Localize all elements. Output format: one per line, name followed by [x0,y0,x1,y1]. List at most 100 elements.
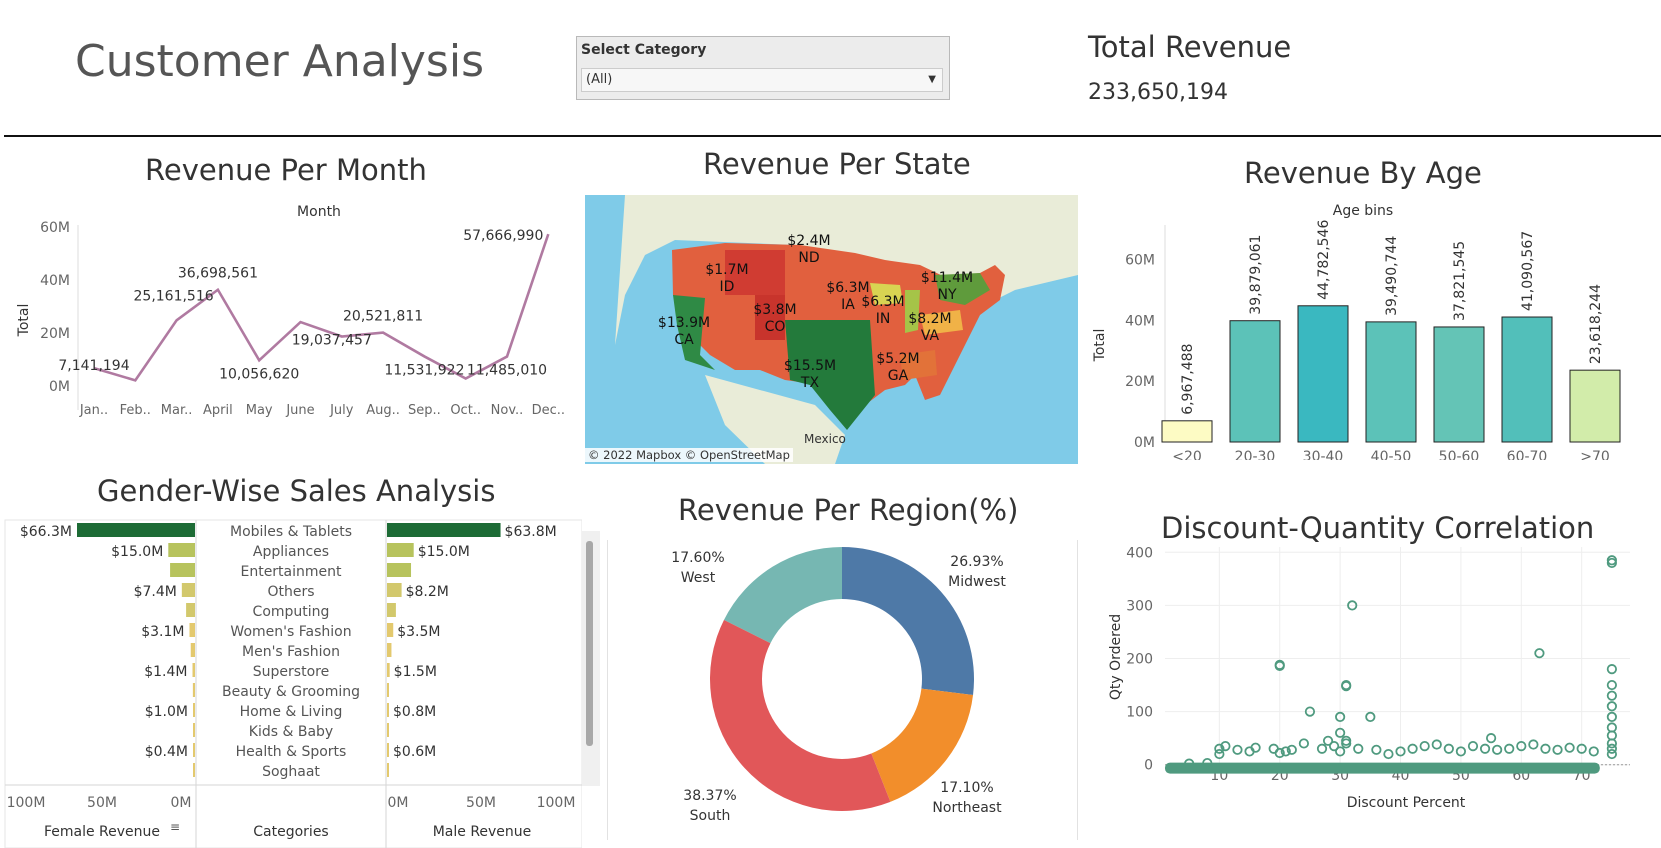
female-bar[interactable] [181,583,195,597]
scatter-point[interactable] [1606,555,1617,566]
scatter-point[interactable] [1335,727,1346,738]
region-slice[interactable] [842,547,974,695]
scatter-point[interactable] [1286,744,1297,755]
age-bar[interactable] [1433,326,1485,443]
scatter-point[interactable] [1486,733,1497,744]
female-bar[interactable] [190,643,195,657]
scatter-point[interactable] [1341,735,1352,746]
female-bar[interactable] [168,543,195,557]
male-bar[interactable] [387,643,392,657]
scatter-point[interactable] [1455,746,1467,757]
scatter-point[interactable] [1407,743,1418,754]
region-slice[interactable] [724,547,842,644]
scatter-point[interactable] [1322,735,1334,746]
scatter-point[interactable] [1371,744,1382,755]
map-state-label[interactable]: $6.3M IA [808,280,888,314]
age-bar[interactable] [1365,321,1417,443]
scatter-point[interactable] [1232,744,1243,755]
scatter-point[interactable] [1280,746,1291,757]
scatter-point[interactable] [1347,600,1358,611]
male-bar[interactable] [387,723,389,737]
male-bar[interactable] [387,583,402,597]
female-revenue-header[interactable]: Female Revenue [44,824,160,840]
map-state-label[interactable]: $3.8M CO [735,302,815,336]
female-bar[interactable] [192,663,195,677]
scatter-point[interactable] [1516,741,1527,752]
scatter-point[interactable] [1274,747,1285,759]
age-bar[interactable] [1569,369,1621,443]
female-bar[interactable] [193,763,195,777]
scatter-point[interactable] [1335,711,1346,723]
scatter-point[interactable] [1214,743,1225,754]
scatter-point[interactable] [1184,758,1195,769]
scatter-point[interactable] [1365,711,1376,723]
scatter-point[interactable] [1492,744,1503,755]
scatter-point[interactable] [1335,746,1346,757]
female-bar[interactable] [193,703,195,717]
region-slice[interactable] [710,619,891,811]
scatter-point[interactable] [1383,748,1394,760]
scatter-point[interactable] [1214,748,1225,760]
age-bar[interactable] [1297,305,1349,443]
age-bar[interactable] [1229,320,1281,443]
scatter-point[interactable] [1304,706,1316,717]
scatter-point[interactable] [1467,741,1479,752]
scatter-point[interactable] [1395,746,1406,757]
map-state-label[interactable]: $2.4M ND [769,233,849,267]
scatter-point[interactable] [1504,743,1515,754]
scatter-point[interactable] [1274,659,1285,670]
female-bar[interactable] [193,743,195,757]
scatter-point[interactable] [1479,743,1491,754]
age-bar[interactable] [1501,316,1553,443]
scatter-point[interactable] [1250,742,1261,753]
scatter-point[interactable] [1534,648,1545,659]
male-bar[interactable] [387,543,414,557]
map-state-label[interactable]: $13.9M CA [644,315,724,349]
scatter-point[interactable] [1202,757,1213,769]
scatter-point[interactable] [1576,743,1587,754]
male-bar[interactable] [387,743,389,757]
scatter-point[interactable] [1606,690,1617,701]
scatter-point[interactable] [1353,743,1364,754]
scatter-point[interactable] [1606,743,1617,754]
scatter-point[interactable] [1552,744,1563,755]
map-state-label[interactable]: $8.2M VA [890,311,970,345]
scatter-point[interactable] [1606,664,1617,675]
scatter-point[interactable] [1419,741,1430,752]
scatter-point[interactable] [1606,738,1617,749]
map-state-label[interactable]: $5.2M GA [858,351,938,385]
female-bar[interactable] [186,603,195,617]
scatter-point[interactable] [1431,739,1442,750]
map-state-label[interactable]: $1.7M ID [687,262,767,296]
chevron-down-icon[interactable]: ▼ [928,74,936,85]
map-state-label[interactable]: $15.5M TX [770,358,850,392]
scatter-point[interactable] [1540,743,1551,754]
category-select[interactable]: (All) ▼ [581,68,943,92]
female-bar[interactable] [192,683,195,697]
scatter-point[interactable] [1606,711,1617,723]
female-bar[interactable] [170,563,195,577]
female-bar[interactable] [77,523,195,537]
gender-scrollbar[interactable] [582,531,600,786]
male-bar[interactable] [387,703,389,717]
male-bar[interactable] [387,523,501,537]
scatter-point[interactable] [1316,743,1328,754]
male-bar[interactable] [387,563,412,577]
male-bar[interactable] [387,623,394,637]
category-filter[interactable]: Select Category (All) ▼ [576,36,950,100]
scatter-point[interactable] [1606,679,1617,691]
scatter-point[interactable] [1588,746,1599,757]
male-bar[interactable] [387,763,389,777]
scatter-point[interactable] [1528,739,1539,750]
region-slice[interactable] [871,688,974,802]
female-bar[interactable] [193,723,195,737]
male-bar[interactable] [387,603,396,617]
scatter-point[interactable] [1298,738,1309,749]
sort-icon[interactable]: ≡ [170,820,180,834]
scatter-point[interactable] [1341,679,1352,691]
scatter-point[interactable] [1606,748,1617,760]
scatter-point[interactable] [1564,742,1575,753]
scatter-point[interactable] [1220,741,1231,752]
map-state-label[interactable]: $6.3M IN [843,294,923,328]
scatter-point[interactable] [1328,741,1340,752]
